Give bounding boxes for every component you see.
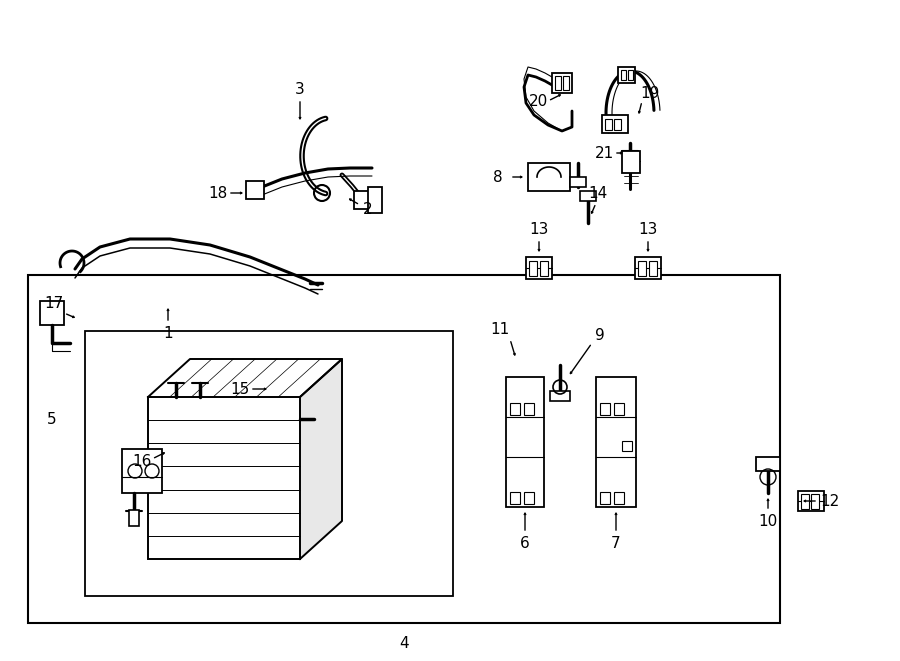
Text: 2: 2 [364,202,373,217]
Text: 1: 1 [163,325,173,340]
Bar [354,191,369,209]
Text: 12: 12 [821,494,840,508]
Text: 8: 8 [493,169,503,184]
Bar [552,73,572,93]
Text: 11: 11 [491,321,509,336]
Bar [756,457,780,471]
Bar [621,70,626,80]
Bar [550,391,570,401]
Bar [638,261,646,276]
Bar [811,494,819,509]
Text: 20: 20 [528,93,547,108]
Bar [605,119,612,130]
Bar [635,257,661,279]
Bar [122,449,162,493]
Bar [368,187,382,213]
Text: 15: 15 [230,381,249,397]
Polygon shape [148,359,342,397]
Bar [526,257,552,279]
Bar [596,377,636,507]
Text: 19: 19 [640,85,660,100]
Bar [40,301,64,325]
Bar [510,403,520,415]
Text: 3: 3 [295,81,305,97]
Bar [246,181,264,199]
Bar [628,70,633,80]
Bar [614,403,624,415]
Bar [614,119,621,130]
Bar [580,191,596,201]
Text: 6: 6 [520,535,530,551]
Bar [618,67,635,83]
Text: 4: 4 [400,635,409,650]
Text: 10: 10 [759,514,778,529]
Bar [600,492,610,504]
Bar [555,76,561,90]
Bar [540,261,548,276]
Bar [524,403,534,415]
Bar [801,494,809,509]
Text: 17: 17 [44,295,64,311]
Text: 14: 14 [589,186,608,200]
Bar [570,177,586,187]
Bar [649,261,657,276]
Bar [529,261,537,276]
Text: 16: 16 [132,453,152,469]
Bar [602,115,628,133]
Bar [129,510,139,526]
Bar [28,275,780,623]
Polygon shape [300,359,342,559]
Bar [563,76,569,90]
Text: 13: 13 [638,221,658,237]
Bar [85,331,453,596]
Bar [622,441,632,451]
Bar [506,377,544,507]
Bar [510,492,520,504]
Bar [798,491,824,511]
Text: 18: 18 [209,186,228,200]
Bar [528,163,570,191]
Text: 13: 13 [529,221,549,237]
Text: 5: 5 [47,412,57,426]
Bar [524,492,534,504]
Bar [614,492,624,504]
Bar [622,151,640,173]
Text: 7: 7 [611,535,621,551]
Bar [148,397,300,559]
Bar [318,279,328,293]
Bar [600,403,610,415]
Text: 21: 21 [594,145,614,161]
Text: 9: 9 [595,327,605,342]
